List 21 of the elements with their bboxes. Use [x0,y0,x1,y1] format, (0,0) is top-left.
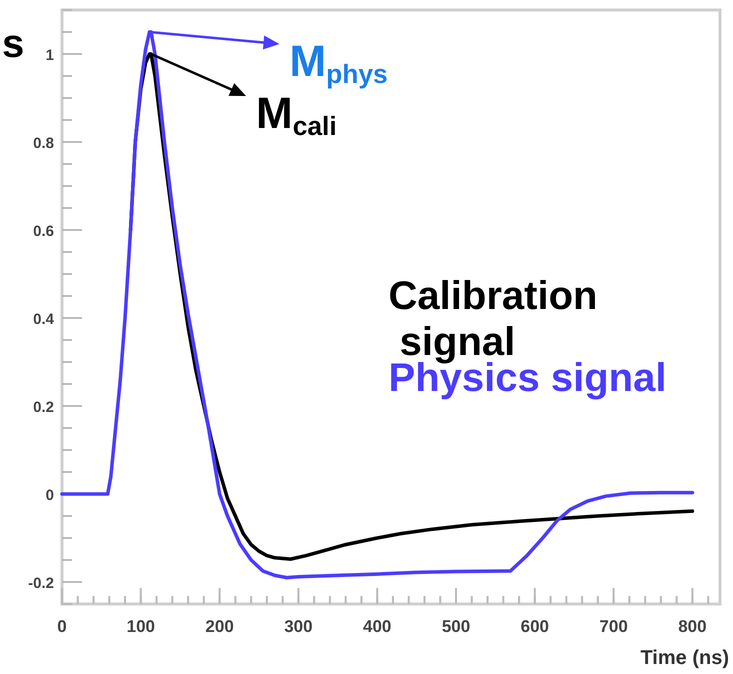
x-tick-label: 300 [284,617,313,636]
y-tick-label: 0.4 [33,311,55,328]
x-tick-label: 100 [126,617,155,636]
annotation: M$_{cali}$ [256,89,337,140]
x-tick-label: 600 [520,617,549,636]
x-axis-title: Time (ns) [640,647,729,669]
x-tick-label: 800 [678,617,707,636]
y-tick-label: -0.2 [28,575,54,592]
x-tick-label: 500 [442,617,470,636]
y-tick-label: 0.8 [33,135,54,152]
x-tick-label: 700 [599,617,628,636]
text: s [2,22,24,66]
y-tick-label: 0.6 [33,223,54,240]
x-tick-label: 400 [363,617,392,636]
line-series [60,30,694,580]
y-tick-label: 1 [46,47,54,64]
x-tick-label: 0 [57,617,67,636]
annotation: M$_{phys}$ [289,37,388,88]
y-tick-label: 0.2 [33,399,54,416]
x-tick-label: 200 [205,617,234,636]
y-tick-label: 0 [46,487,54,504]
